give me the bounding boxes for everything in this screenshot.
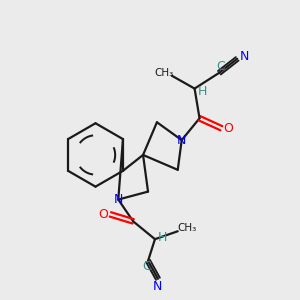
Text: N: N xyxy=(239,50,249,63)
Text: O: O xyxy=(223,122,233,135)
Text: C: C xyxy=(216,60,225,73)
Text: H: H xyxy=(158,231,168,244)
Text: N: N xyxy=(153,280,163,293)
Text: O: O xyxy=(98,208,108,221)
Text: CH₃: CH₃ xyxy=(154,68,173,78)
Text: CH₃: CH₃ xyxy=(177,223,196,233)
Text: N: N xyxy=(114,193,123,206)
Text: C: C xyxy=(143,260,152,273)
Text: N: N xyxy=(177,134,186,147)
Text: H: H xyxy=(198,85,207,98)
